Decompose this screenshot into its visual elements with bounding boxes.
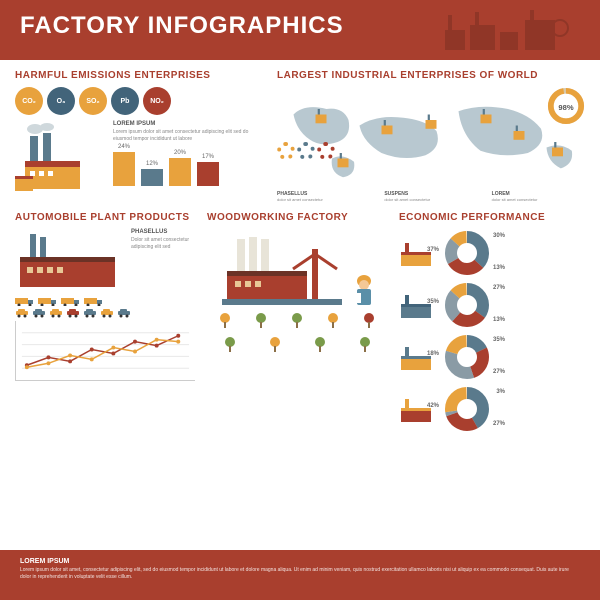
tree-icon: [291, 312, 303, 333]
tree-icon: [224, 336, 236, 357]
gear-icon: [277, 142, 295, 160]
world-gauge: 98%: [547, 87, 585, 125]
car-icon: [32, 305, 46, 315]
donut-row: 42%3%27%: [399, 385, 585, 433]
emissions-bar: 24%: [113, 152, 135, 186]
emissions-bar: 12%: [141, 169, 163, 186]
mini-factory-icon: [399, 396, 437, 422]
world-title: LARGEST INDUSTRIAL ENTERPRISES OF WORLD: [277, 70, 585, 81]
emissions-section: HARMFUL EMISSIONS ENTERPRISES CO₂O₃SO₂Pb…: [15, 70, 265, 202]
footer: LOREM IPSUM Lorem ipsum dolor sit amet, …: [0, 550, 600, 600]
car-icon: [83, 305, 97, 315]
header: FACTORY INFOGRAPHICS: [0, 0, 600, 60]
tree-icon: [269, 336, 281, 357]
emissions-bar: 20%: [169, 158, 191, 186]
truck-icon: [38, 293, 58, 303]
content: HARMFUL EMISSIONS ENTERPRISES CO₂O₃SO₂Pb…: [0, 60, 600, 550]
emission-badges: CO₂O₃SO₂PbNO₂: [15, 87, 265, 115]
tree-icon: [359, 336, 371, 357]
emissions-bar: 17%: [197, 162, 219, 186]
emissions-title: HARMFUL EMISSIONS ENTERPRISES: [15, 70, 265, 81]
svg-text:98%: 98%: [558, 103, 573, 112]
vehicles: [15, 293, 195, 315]
econ-title: ECONOMIC PERFORMANCE: [399, 212, 585, 223]
factory-silhouette: [440, 10, 580, 50]
donut-row: 37%30%13%: [399, 229, 585, 277]
footer-title: LOREM IPSUM: [20, 558, 580, 565]
emissions-lorem-title: LOREM IPSUM: [113, 121, 265, 127]
tree-icon: [219, 312, 231, 333]
emissions-factory-icon: [15, 121, 105, 191]
truck-icon: [15, 293, 35, 303]
worker-icon: [349, 273, 379, 309]
emissions-lorem: Lorem ipsum dolor sit amet consectetur a…: [113, 129, 265, 142]
truck-icon: [61, 293, 81, 303]
wood-title: WOODWORKING FACTORY: [207, 212, 387, 223]
auto-subtitle: PHASELLUS: [131, 229, 195, 235]
gears: [277, 142, 335, 160]
emission-badge: O₃: [47, 87, 75, 115]
mini-factory-icon: [399, 240, 437, 266]
donut-chart: 35%27%13%: [443, 281, 491, 329]
emission-badge: SO₂: [79, 87, 107, 115]
tree-icon: [255, 312, 267, 333]
emission-badge: CO₂: [15, 87, 43, 115]
trees-row-1: [207, 312, 387, 333]
trees-row-2: [207, 336, 387, 357]
car-icon: [49, 305, 63, 315]
footer-text: Lorem ipsum dolor sit amet, consectetur …: [20, 567, 580, 580]
auto-section: AUTOMOBILE PLANT PRODUCTS PHASELLUS Dolo…: [15, 212, 195, 437]
donut-chart: 42%3%27%: [443, 385, 491, 433]
tree-icon: [363, 312, 375, 333]
world-section: LARGEST INDUSTRIAL ENTERPRISES OF WORLD …: [277, 70, 585, 202]
wood-section: WOODWORKING FACTORY: [207, 212, 387, 437]
mini-factory-icon: [399, 292, 437, 318]
auto-factory-icon: [15, 229, 125, 289]
mini-factory-icon: [399, 344, 437, 370]
gear-icon: [317, 142, 335, 160]
tree-icon: [314, 336, 326, 357]
donut-row: 18%35%27%: [399, 333, 585, 381]
donut-row: 35%27%13%: [399, 281, 585, 329]
truck-icon: [84, 293, 104, 303]
car-icon: [66, 305, 80, 315]
emission-badge: Pb: [111, 87, 139, 115]
car-icon: [15, 305, 29, 315]
car-icon: [117, 305, 131, 315]
emission-badge: NO₂: [143, 87, 171, 115]
wood-factory-icon: [207, 229, 387, 309]
donut-chart: 37%30%13%: [443, 229, 491, 277]
car-icon: [100, 305, 114, 315]
econ-section: ECONOMIC PERFORMANCE 37%30%13%35%27%13%1…: [399, 212, 585, 437]
gear-icon: [297, 142, 315, 160]
line-chart: [15, 321, 195, 381]
auto-lorem: Dolor sit amet consectetur adipiscing el…: [131, 237, 195, 250]
donut-chart: 18%35%27%: [443, 333, 491, 381]
tree-icon: [327, 312, 339, 333]
emissions-bars: 24% 12% 20% 17%: [113, 146, 265, 186]
auto-title: AUTOMOBILE PLANT PRODUCTS: [15, 212, 195, 223]
